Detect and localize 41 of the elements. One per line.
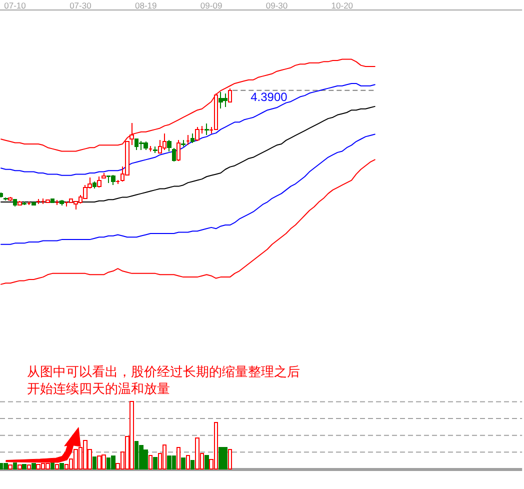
text: 开始连续四天的温和放量 <box>27 382 170 397</box>
bar <box>162 444 167 470</box>
bar <box>176 446 181 470</box>
x-tick-label: 07-30 <box>70 0 92 10</box>
candlestick <box>204 122 209 136</box>
x-tick-label: 07-10 <box>4 0 26 10</box>
bar <box>190 460 195 470</box>
annotation: 4.3900 <box>250 90 288 104</box>
bar <box>204 455 209 470</box>
bar <box>148 455 153 470</box>
bar <box>36 464 41 470</box>
bar <box>60 463 64 470</box>
bar <box>18 464 22 470</box>
x-tick-label: 10-20 <box>331 0 354 10</box>
candlestick <box>172 148 176 162</box>
candlestick <box>228 88 232 103</box>
bar <box>181 458 186 470</box>
bar <box>26 464 32 470</box>
candlestick <box>167 140 172 152</box>
candlestick <box>190 132 195 144</box>
bar <box>92 456 97 470</box>
bar <box>50 462 55 470</box>
x-tick-label: 09-30 <box>266 0 288 10</box>
candlestick <box>162 132 167 151</box>
candlestick <box>195 126 200 142</box>
bar <box>22 464 26 470</box>
x-tick-label: 09-09 <box>200 0 222 10</box>
x-tick-label: 08-19 <box>135 0 158 10</box>
bar <box>32 463 36 470</box>
bar <box>186 455 190 470</box>
bar <box>153 457 158 470</box>
candlestick <box>158 140 162 154</box>
bar <box>228 448 232 470</box>
candlestick <box>130 122 134 146</box>
candlestick <box>176 140 181 162</box>
bar <box>4 463 8 470</box>
bar <box>54 464 60 470</box>
bar <box>12 462 18 470</box>
candlestick <box>97 176 102 188</box>
text: 从图中可以看出，股价经过长期的缩量整理之后 <box>27 365 300 380</box>
bar <box>8 464 12 470</box>
